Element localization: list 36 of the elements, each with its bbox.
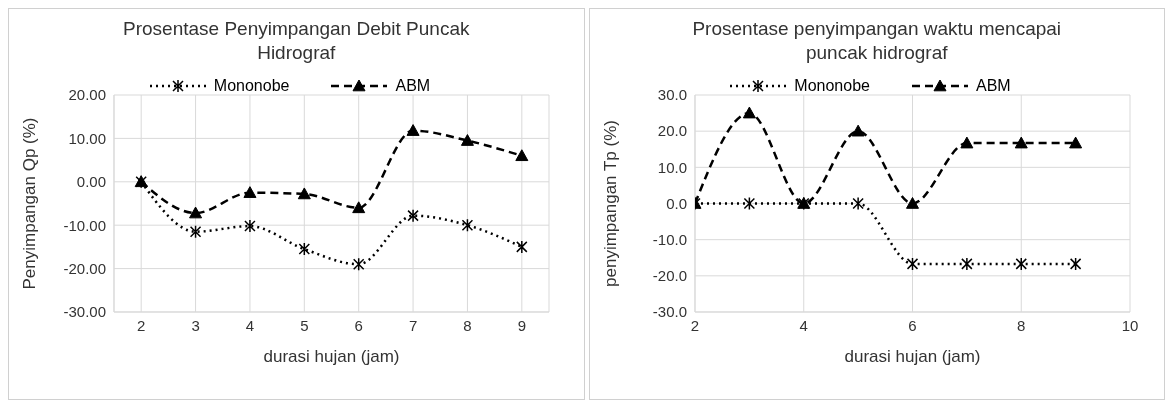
x-tick-label: 3 (191, 316, 200, 334)
x-tick-label: 2 (137, 316, 146, 334)
y-axis-title: penyimpangan Tp (%) (600, 120, 620, 287)
y-tick-label: -10.00 (63, 216, 106, 234)
x-tick-label: 2 (690, 316, 699, 334)
x-axis-title: durasi hujan (jam) (843, 347, 981, 366)
x-tick-label: 6 (907, 316, 917, 334)
y-tick-label: -10.0 (652, 230, 687, 248)
chart-title: Prosentase penyimpangan waktu mencapai puncak hidrograf (691, 17, 1063, 65)
x-tick-label: 8 (463, 316, 472, 334)
y-tick-label: 20.0 (657, 122, 687, 140)
x-tick-label: 8 (1016, 316, 1025, 334)
y-axis-title: Penyimpangan Qp (%) (20, 117, 40, 290)
chart-title: Prosentase Penyimpangan Debit Puncak Hidrograf (122, 17, 471, 65)
y-tick-label: -30.0 (652, 303, 687, 321)
x-tick-label: 4 (245, 316, 255, 334)
legend-label: Mononobe (794, 77, 870, 95)
y-tick-label: -20.00 (63, 259, 106, 277)
y-tick-label: -30.00 (63, 303, 106, 321)
legend-label: ABM (395, 77, 431, 95)
x-tick-label: 10 (1121, 316, 1138, 334)
y-tick-label: 10.0 (657, 158, 687, 176)
y-tick-label: 0.0 (665, 194, 687, 212)
x-axis-title: durasi hujan (jam) (263, 347, 400, 366)
x-tick-label: 5 (300, 316, 309, 334)
legend-label: Mononobe (213, 77, 290, 95)
x-tick-label: 4 (799, 316, 808, 334)
x-tick-label: 9 (517, 316, 526, 334)
legend-label: ABM (975, 77, 1011, 95)
y-tick-label: 20.00 (68, 86, 106, 104)
y-tick-label: -20.0 (652, 267, 687, 285)
x-tick-label: 6 (354, 316, 363, 334)
y-tick-label: 0.00 (76, 173, 106, 191)
y-tick-label: 30.0 (657, 86, 687, 104)
y-tick-label: 10.00 (68, 129, 106, 147)
x-tick-label: 7 (408, 316, 418, 334)
